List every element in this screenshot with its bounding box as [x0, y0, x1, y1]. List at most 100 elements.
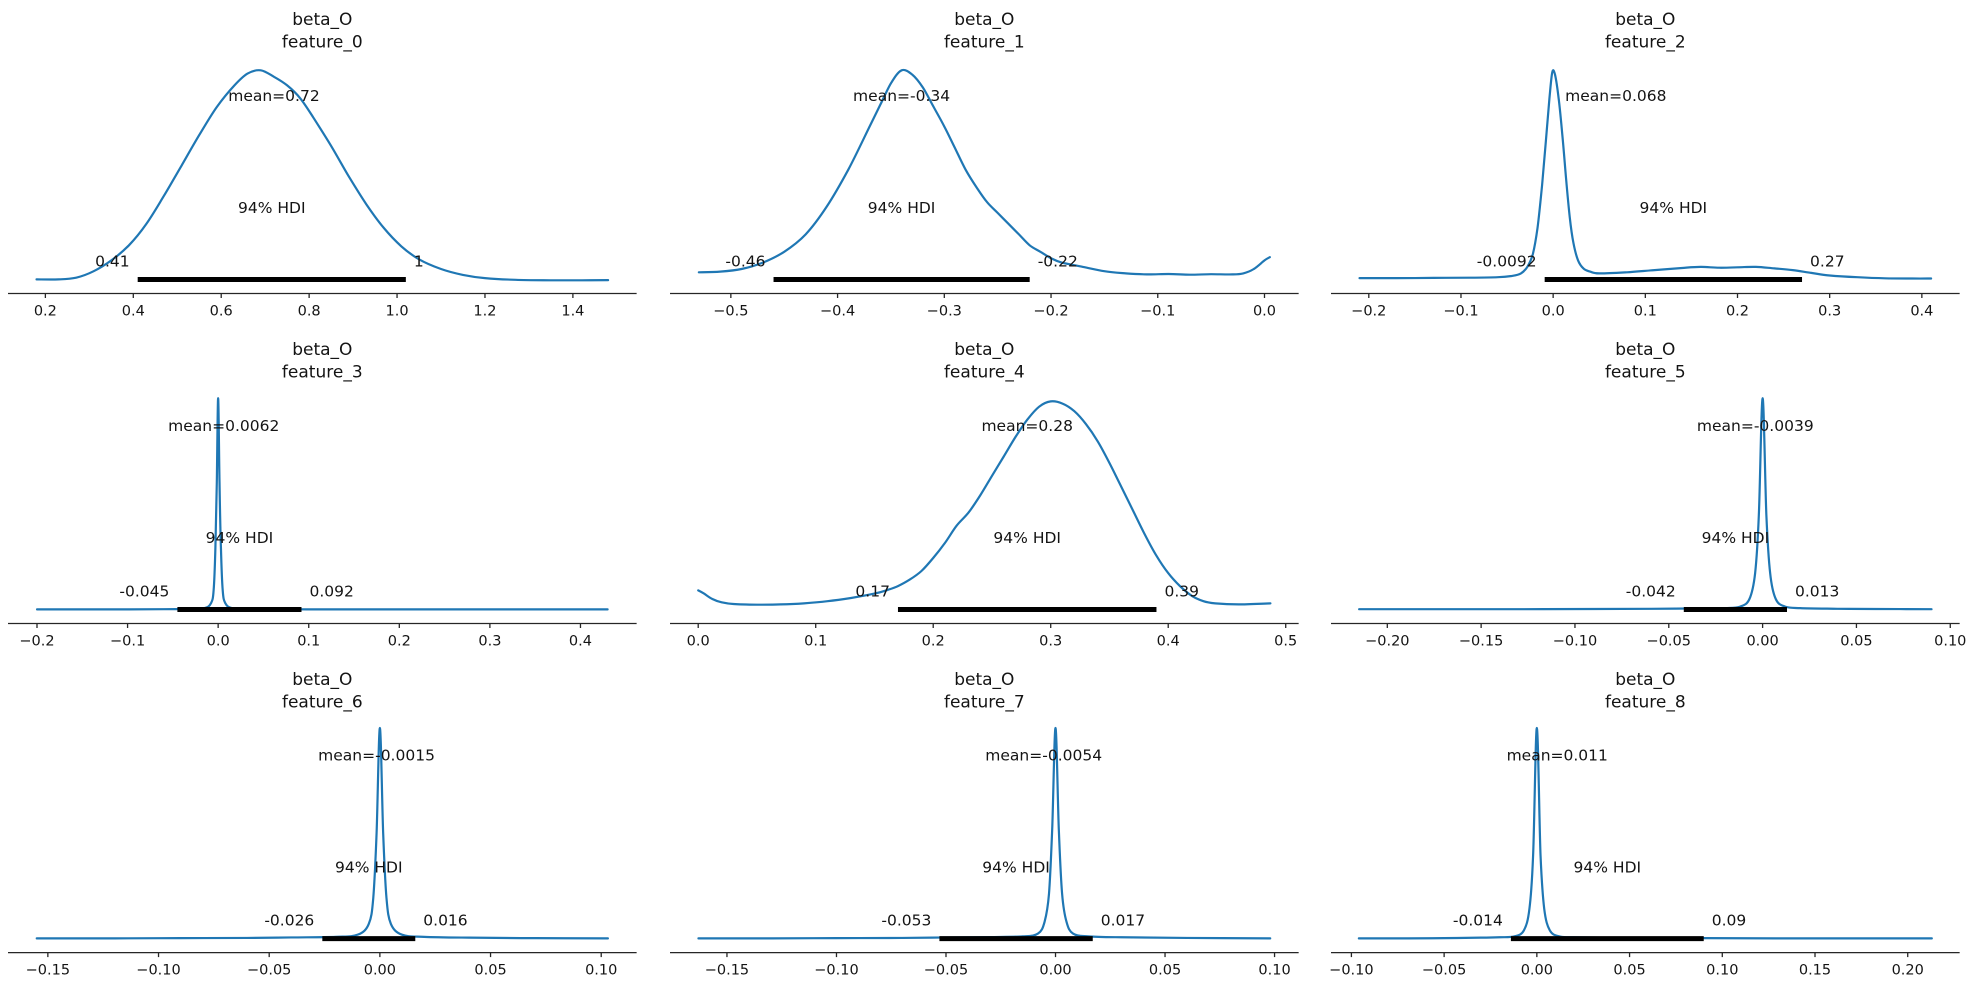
mean-label: mean=-0.34: [853, 87, 950, 105]
plot-title-variable: beta_O: [1616, 670, 1676, 690]
kde-curve: [697, 68, 1271, 276]
plot-title-feature: feature_2: [1605, 33, 1686, 53]
x-tick-label: −0.10: [814, 963, 858, 979]
x-tick-label: 0.05: [1614, 963, 1646, 979]
x-tick-label: 0.0: [207, 634, 230, 650]
x-tick-label: −0.15: [704, 963, 748, 979]
hdi-lower-label: -0.026: [264, 912, 314, 930]
x-tick-label: 0.3: [478, 634, 501, 650]
hdi-label: 94% HDI: [867, 199, 935, 217]
hdi-upper-label: 0.39: [1164, 583, 1199, 601]
plot-title-feature: feature_0: [282, 33, 363, 53]
x-tick-label: −0.15: [1459, 634, 1503, 650]
x-tick-label: 1.0: [386, 304, 409, 320]
x-tick-label: 0.10: [1258, 963, 1290, 979]
subplot-feature_8: −0.10 −0.05 0.00 0.05 0.10 0.15 0.20 beta_O feat…: [1323, 660, 1985, 989]
hdi-upper-label: 0.092: [309, 583, 353, 601]
plot-title-feature: feature_5: [1605, 363, 1686, 383]
x-tick-label: 0.00: [1521, 963, 1553, 979]
x-tick-label: −0.05: [247, 963, 291, 979]
plot-title-feature: feature_6: [282, 692, 363, 712]
kde-curve: [35, 397, 609, 611]
hdi-label: 94% HDI: [993, 529, 1061, 547]
x-tick-label: 0.00: [1747, 634, 1779, 650]
kde-curve: [1358, 397, 1933, 611]
hdi-label: 94% HDI: [982, 858, 1050, 876]
x-tick-label: 0.6: [210, 304, 233, 320]
hdi-upper-label: -0.22: [1037, 253, 1077, 271]
x-tick-label: 0.10: [585, 963, 617, 979]
plot-title-feature: feature_3: [282, 363, 363, 383]
kde-curve: [35, 726, 610, 940]
x-tick-label: 0.2: [34, 304, 57, 320]
x-tick-label: 0.15: [1799, 963, 1831, 979]
x-tick-label: 0.00: [1039, 963, 1071, 979]
x-tick-label: 0.20: [1892, 963, 1924, 979]
subplot-feature_4: 0.0 0.1 0.2 0.3 0.4 0.5 beta_O feature_4 mean=0.…: [662, 330, 1324, 660]
x-tick-label: 1.2: [473, 304, 496, 320]
x-tick-label: 0.0: [1253, 304, 1276, 320]
mean-label: mean=0.068: [1565, 87, 1666, 105]
posterior-plot-feature_1: −0.5 −0.4 −0.3 −0.2 −0.1 0.0 beta_O feature_1me…: [669, 10, 1299, 320]
posterior-plot-feature_0: 0.2 0.4 0.6 0.8 1.0 1.2 1.4 beta_O feature_0mean…: [8, 10, 637, 320]
hdi-label: 94% HDI: [1640, 199, 1708, 217]
posterior-plot-feature_3: −0.2 −0.1 0.0 0.1 0.2 0.3 0.4 beta_O feature_3me…: [8, 340, 637, 650]
x-tick-label: 0.10: [1706, 963, 1738, 979]
hdi-lower-label: -0.053: [881, 912, 931, 930]
kde-curve: [1358, 69, 1933, 280]
x-tick-label: −0.2: [1033, 304, 1068, 320]
x-tick-label: −0.4: [820, 304, 855, 320]
hdi-lower-label: -0.014: [1453, 912, 1503, 930]
x-tick-label: 0.05: [1149, 963, 1181, 979]
plot-title-feature: feature_7: [944, 692, 1025, 712]
hdi-lower-label: -0.042: [1626, 583, 1676, 601]
x-tick-label: 0.4: [1911, 304, 1934, 320]
x-tick-label: 0.4: [569, 634, 592, 650]
kde-curve: [35, 69, 610, 282]
subplot-feature_2: −0.2 −0.1 0.0 0.1 0.2 0.3 0.4 beta_O feature_2 me…: [1323, 0, 1985, 330]
hdi-lower-label: -0.46: [725, 253, 765, 271]
x-tick-label: −0.5: [713, 304, 748, 320]
subplot-feature_6: −0.15 −0.10 −0.05 0.00 0.05 0.10 beta_O feature…: [0, 660, 662, 989]
plot-title-feature: feature_1: [944, 33, 1025, 53]
posterior-plot-feature_6: −0.15 −0.10 −0.05 0.00 0.05 0.10 beta_Ofeature…: [8, 670, 637, 979]
mean-label: mean=-0.0015: [318, 747, 435, 765]
subplot-feature_1: −0.5 −0.4 −0.3 −0.2 −0.1 0.0 beta_O feature_1 me…: [662, 0, 1324, 330]
subplot-feature_5: −0.20 −0.15 −0.10 −0.05 0.00 0.05 0.10 beta_O fe…: [1323, 330, 1985, 660]
x-tick-label: 0.0: [1542, 304, 1565, 320]
hdi-label: 94% HDI: [1574, 858, 1642, 876]
hdi-upper-label: 0.013: [1795, 583, 1839, 601]
x-tick-label: −0.1: [110, 634, 145, 650]
hdi-upper-label: 0.017: [1100, 912, 1144, 930]
hdi-lower-label: -0.0092: [1477, 253, 1537, 271]
hdi-upper-label: 0.09: [1712, 912, 1747, 930]
x-tick-label: −0.1: [1444, 304, 1479, 320]
x-tick-label: 0.1: [297, 634, 320, 650]
x-tick-label: 1.4: [561, 304, 584, 320]
x-tick-label: −0.10: [1553, 634, 1597, 650]
hdi-label: 94% HDI: [238, 199, 306, 217]
x-tick-label: −0.20: [1365, 634, 1409, 650]
x-tick-label: −0.3: [926, 304, 961, 320]
x-tick-label: 0.5: [1274, 634, 1297, 650]
mean-label: mean=0.011: [1507, 747, 1608, 765]
hdi-lower-label: -0.045: [119, 583, 169, 601]
x-tick-label: 0.2: [921, 634, 944, 650]
x-tick-label: 0.3: [1818, 304, 1841, 320]
posterior-plot-feature_4: 0.0 0.1 0.2 0.3 0.4 0.5 beta_O feature_4 mean=0.…: [669, 340, 1299, 650]
plot-title-feature: feature_4: [944, 363, 1025, 383]
hdi-upper-label: 1: [414, 253, 424, 271]
x-tick-label: −0.05: [923, 963, 967, 979]
hdi-upper-label: 0.016: [423, 912, 467, 930]
x-tick-label: 0.4: [122, 304, 145, 320]
x-tick-label: 0.05: [1841, 634, 1873, 650]
mean-label: mean=0.72: [228, 87, 320, 105]
posterior-plot-feature_7: −0.15 −0.10 −0.05 0.00 0.05 0.10 beta_Ofeature…: [669, 670, 1299, 979]
kde-curve: [1358, 726, 1934, 940]
hdi-label: 94% HDI: [206, 529, 274, 547]
x-tick-label: 0.10: [1934, 634, 1966, 650]
x-tick-label: 0.8: [298, 304, 321, 320]
x-tick-label: −0.2: [19, 634, 54, 650]
x-tick-label: 0.2: [1726, 304, 1749, 320]
x-tick-label: 0.00: [364, 963, 396, 979]
